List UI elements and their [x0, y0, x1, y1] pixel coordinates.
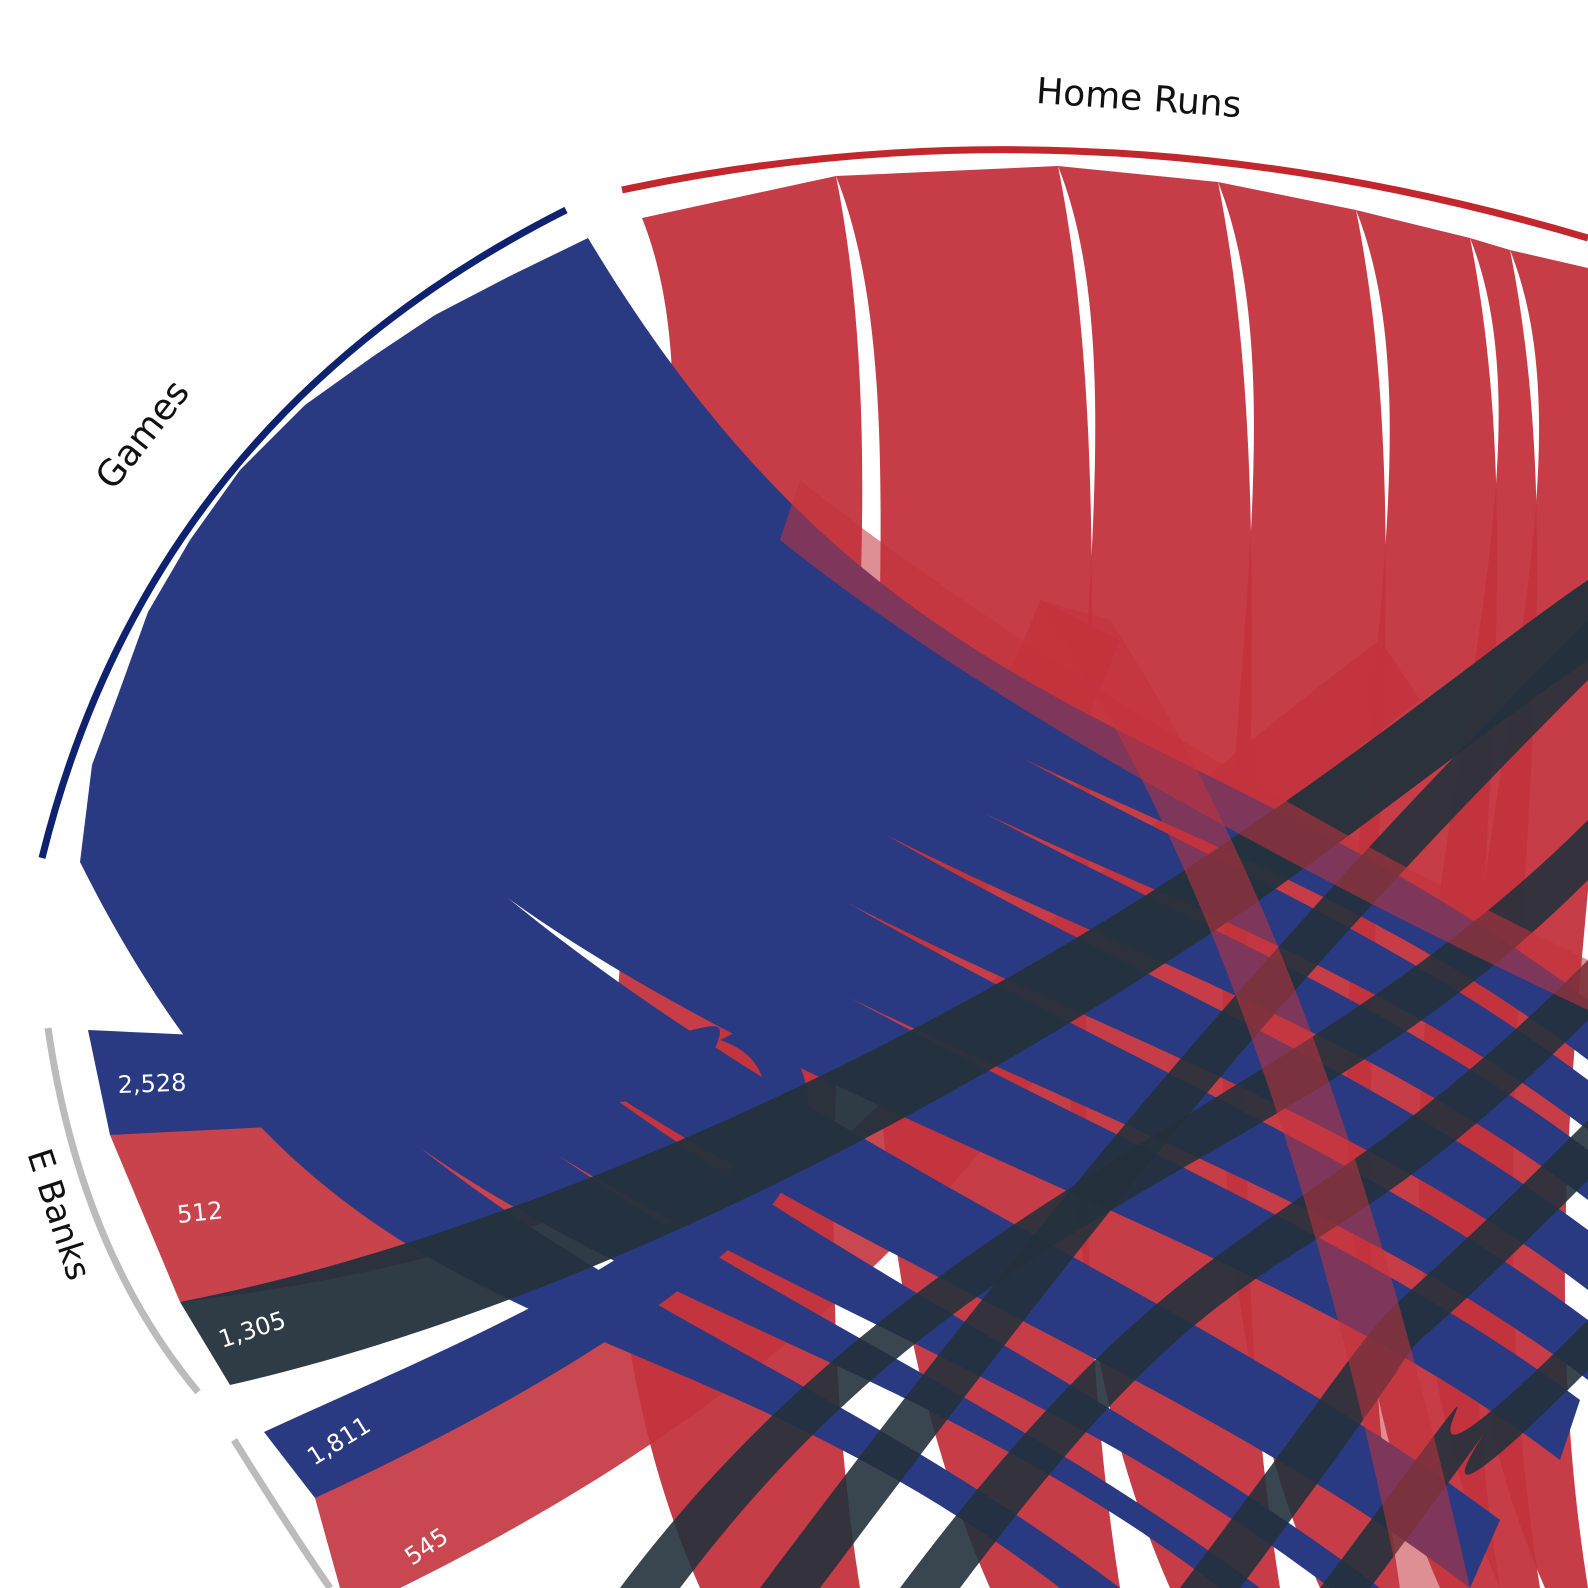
e-banks-arc: [44, 1027, 201, 1395]
crossing-ribbons: [780, 480, 1588, 1588]
games-to-e-banks-ribbon: [88, 1026, 720, 1135]
group-label-games: Games: [88, 373, 198, 497]
crossing-red-ribbon: [1040, 600, 1470, 1588]
third-stat-ribbon: [900, 960, 1588, 1588]
crossing-red-ribbon: [780, 480, 1588, 1010]
games-to-lower-ribbon: [264, 1020, 809, 1498]
third-stat-e-banks-ribbon: [180, 580, 1588, 1385]
value-label-e-banks-home-runs: 512: [176, 1196, 224, 1229]
games-ribbon: [190, 470, 1580, 1460]
group-label-e-banks: E Banks: [19, 1144, 99, 1285]
games-arc: [38, 206, 568, 859]
lower-group-arc: [231, 1438, 333, 1588]
group-label-home-runs: Home Runs: [1035, 71, 1243, 126]
games-ribbon: [240, 405, 1588, 1380]
games-ribbon: [435, 275, 1588, 1130]
value-label-e-banks-games: 2,528: [117, 1069, 187, 1099]
home-runs-arc: [621, 146, 1588, 242]
group-arcs: [38, 146, 1588, 1588]
